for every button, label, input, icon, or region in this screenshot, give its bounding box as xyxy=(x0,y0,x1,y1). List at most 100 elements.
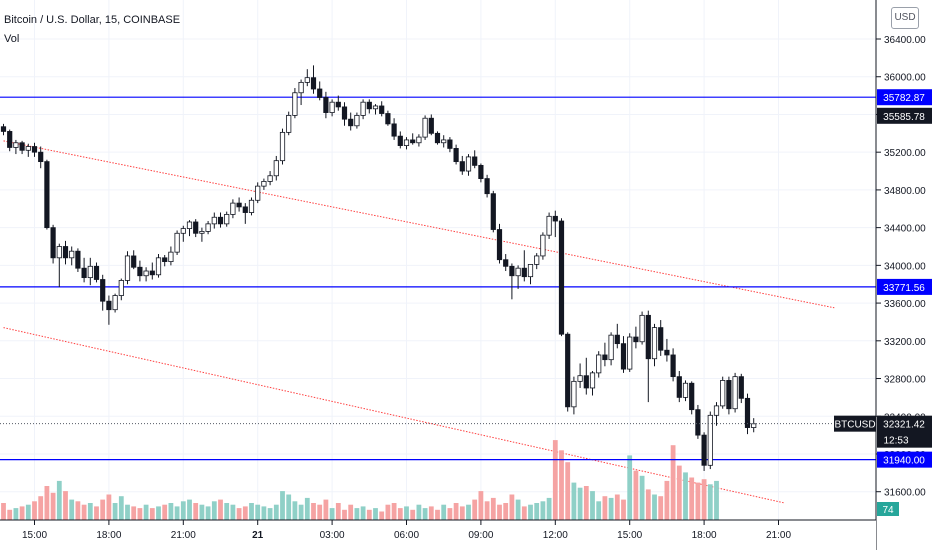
candle-down xyxy=(348,118,354,127)
channel-line xyxy=(3,327,785,504)
currency-button[interactable]: USD xyxy=(891,7,919,29)
candle-down xyxy=(193,221,199,234)
volume-bar xyxy=(422,508,428,520)
candle-up xyxy=(143,270,149,277)
candle-down xyxy=(565,333,571,408)
volume-bar xyxy=(540,501,546,520)
volume-bar xyxy=(63,491,68,520)
candle-down xyxy=(695,409,701,436)
candle-down xyxy=(602,354,608,361)
volume-bars xyxy=(1,440,719,520)
candle-down xyxy=(744,397,751,428)
candle-up xyxy=(441,139,447,144)
volume-bar xyxy=(416,504,422,520)
candle-down xyxy=(658,327,664,351)
volume-indicator-label[interactable]: Vol xyxy=(4,33,20,45)
candle-down xyxy=(410,139,416,144)
candle-up xyxy=(286,115,292,133)
candle-down xyxy=(620,343,627,370)
candle-up xyxy=(416,136,422,144)
volume-bar xyxy=(614,494,620,520)
candle-down xyxy=(614,334,620,345)
candle-up xyxy=(304,77,310,83)
volume-bar xyxy=(112,503,118,520)
candle-up xyxy=(372,105,379,110)
candle-down xyxy=(509,265,515,277)
candle-up xyxy=(112,295,118,311)
time-tick-label: 06:00 xyxy=(394,530,419,541)
candle-down xyxy=(38,151,44,163)
volume-bar xyxy=(478,491,484,520)
volume-bar xyxy=(137,508,143,520)
level-3-price-tag: 31940.00 xyxy=(883,456,925,467)
candle-up xyxy=(329,101,335,113)
candle-down xyxy=(472,156,478,166)
candle-down xyxy=(478,164,484,179)
volume-bar xyxy=(447,508,453,520)
volume-bar xyxy=(559,450,564,520)
volume-bar xyxy=(484,501,490,520)
candle-down xyxy=(738,376,744,399)
candle-down xyxy=(503,259,509,267)
candle-up xyxy=(515,267,521,277)
level-1-price-tag: 35782.87 xyxy=(883,93,925,104)
time-tick-label: 03:00 xyxy=(320,530,345,541)
time-tick-label: 18:00 xyxy=(96,530,121,541)
candle-up xyxy=(186,221,193,229)
candle-up xyxy=(13,142,19,148)
candle-up xyxy=(571,380,577,408)
volume-bar xyxy=(1,503,6,520)
volume-bar xyxy=(441,504,447,520)
candle-up xyxy=(546,215,552,236)
price-tick-label: 34000.00 xyxy=(884,261,926,272)
candle-up xyxy=(248,199,255,213)
candle-up xyxy=(180,228,186,234)
volume-bar xyxy=(596,501,602,520)
candle-down xyxy=(453,148,459,163)
volume-bar xyxy=(261,506,267,520)
candle-up xyxy=(292,92,298,116)
volume-bar xyxy=(707,484,713,520)
high-price-tag: 35585.78 xyxy=(883,112,925,123)
time-tick-label: 21:00 xyxy=(171,530,196,541)
time-tick-label: 21 xyxy=(252,530,264,541)
price-tick-label: 34800.00 xyxy=(884,186,926,197)
volume-bar xyxy=(534,503,540,520)
volume-bar xyxy=(311,503,316,520)
candle-down xyxy=(664,349,670,356)
price-tick-label: 32800.00 xyxy=(884,375,926,386)
candle-up xyxy=(224,214,230,225)
candle-up xyxy=(403,139,410,146)
volume-bar xyxy=(552,440,558,520)
volume-bar xyxy=(19,506,25,520)
volume-bar xyxy=(211,501,217,520)
candle-up xyxy=(354,115,360,127)
volume-bar xyxy=(255,504,261,520)
candle-up xyxy=(261,181,267,187)
candle-up xyxy=(682,382,689,398)
time-tick-label: 09:00 xyxy=(468,530,493,541)
volume-bar xyxy=(156,506,161,520)
volume-bar xyxy=(391,503,397,520)
candle-down xyxy=(521,267,527,278)
time-tick-label: 15:00 xyxy=(617,530,642,541)
candle-down xyxy=(366,101,372,110)
level-2-price-tag: 33771.56 xyxy=(883,283,925,294)
candle-up xyxy=(732,376,738,410)
volume-bar xyxy=(32,501,37,520)
volume-bar xyxy=(571,482,577,520)
price-tick-label: 35200.00 xyxy=(884,148,926,159)
volume-bar xyxy=(193,503,199,520)
time-axis-bg xyxy=(0,520,876,550)
volume-bar xyxy=(106,494,112,520)
candle-down xyxy=(341,106,348,120)
volume-bar xyxy=(701,479,707,520)
candle-down xyxy=(428,117,434,134)
candle-down xyxy=(149,270,155,276)
volume-bar xyxy=(670,445,676,520)
volume-bar xyxy=(385,504,391,520)
candle-up xyxy=(56,246,62,259)
volume-bar xyxy=(472,499,478,520)
candle-up xyxy=(465,156,472,172)
